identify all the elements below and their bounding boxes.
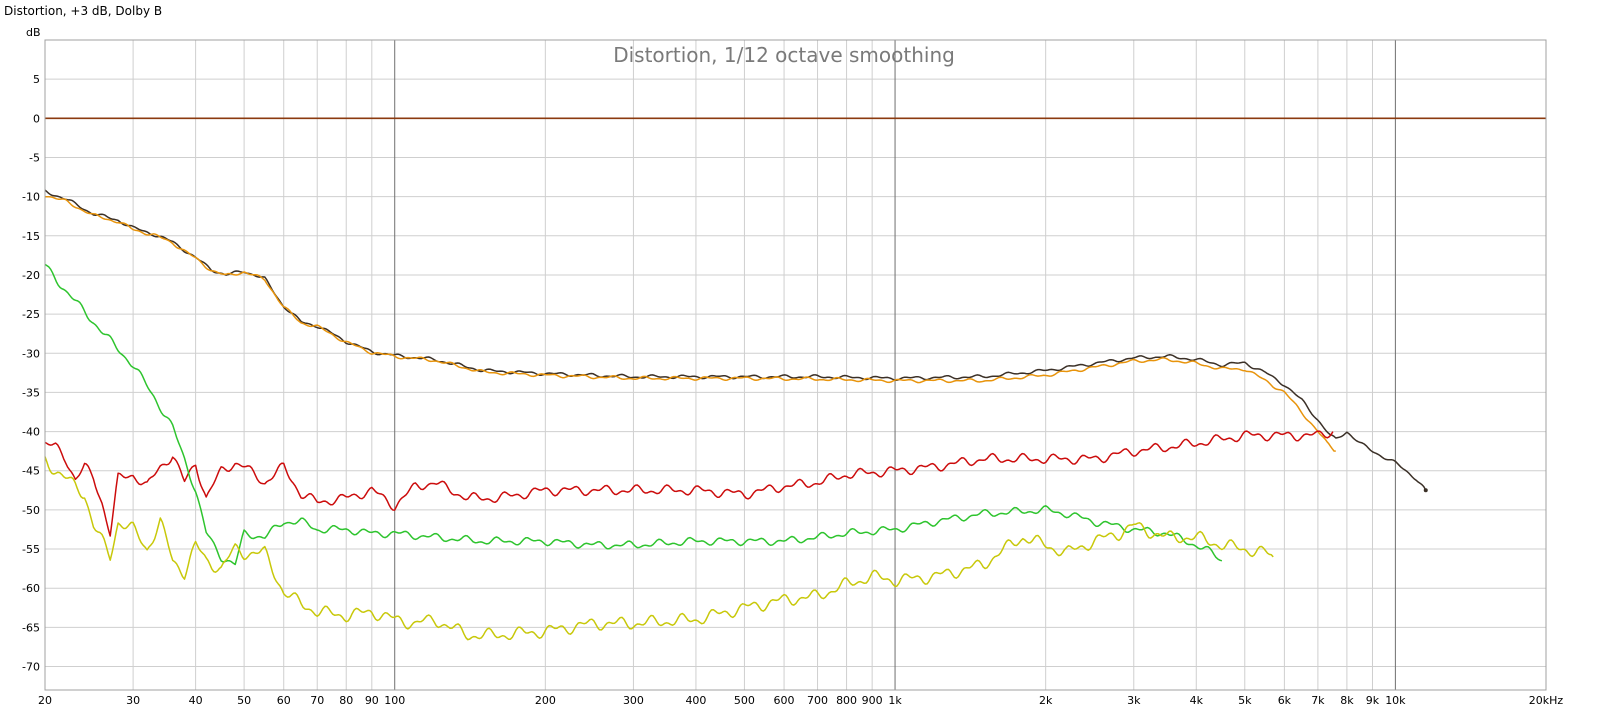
x-tick-label: 90 — [365, 694, 379, 707]
x-tick-label: 1k — [888, 694, 902, 707]
plot-frame — [44, 39, 1547, 691]
x-tick-label: 70 — [310, 694, 324, 707]
window-title: Distortion, +3 dB, Dolby B — [4, 4, 163, 18]
chart-title: Distortion, 1/12 octave smoothing — [613, 43, 955, 67]
series-line-4 — [44, 263, 1223, 566]
x-tick-label: 900 — [862, 694, 883, 707]
series-line-2 — [44, 195, 1336, 452]
x-tick-label: 3k — [1127, 694, 1141, 707]
y-tick-label: -50 — [22, 504, 40, 517]
x-tick-label: 600 — [774, 694, 795, 707]
x-tick-label: 4k — [1190, 694, 1204, 707]
y-tick-label: 5 — [33, 73, 40, 86]
y-tick-label: -35 — [22, 386, 40, 399]
y-axis: 5 0 -5 -10 -15 -20 -25 -30 -35 -40 -45 -50 -55 -60 -65… — [22, 73, 40, 673]
y-tick-label: -30 — [22, 347, 40, 360]
y-tick-label: -45 — [22, 465, 40, 478]
y-tick-label: 0 — [33, 112, 40, 125]
x-tick-label: 50 — [237, 694, 251, 707]
x-tick-label: 300 — [623, 694, 644, 707]
x-tick-label: 500 — [734, 694, 755, 707]
x-tick-label: 30 — [126, 694, 140, 707]
x-tick-label: 400 — [685, 694, 706, 707]
y-tick-label: -65 — [22, 621, 40, 634]
x-tick-label: 800 — [836, 694, 857, 707]
series-layer — [44, 117, 1546, 641]
x-tick-label: 60 — [277, 694, 291, 707]
plot-background — [45, 40, 1546, 690]
y-tick-label: -60 — [22, 582, 40, 595]
x-tick-label: 200 — [535, 694, 556, 707]
y-tick-label: -10 — [22, 191, 40, 204]
x-tick-label: 80 — [339, 694, 353, 707]
y-tick-label: -40 — [22, 426, 40, 439]
y-tick-label: -55 — [22, 543, 40, 556]
x-tick-label: 100 — [384, 694, 405, 707]
x-tick-label: 9k — [1366, 694, 1380, 707]
x-tick-label: 20 — [38, 694, 52, 707]
y-axis-label: dB — [26, 26, 41, 39]
x-tick-label: 5k — [1238, 694, 1252, 707]
x-tick-label: 700 — [807, 694, 828, 707]
y-tick-label: -15 — [22, 230, 40, 243]
y-tick-label: -70 — [22, 661, 40, 674]
series-end-marker — [1423, 488, 1428, 493]
x-tick-label: 10k — [1385, 694, 1406, 707]
x-tick-label: 8k — [1340, 694, 1354, 707]
x-tick-label: 40 — [189, 694, 203, 707]
series-line-3 — [44, 430, 1334, 537]
x-axis: 20 30 40 50 60 70 80 90 100 200 300 400 500 600 700 800… — [38, 694, 1563, 707]
x-tick-label: 7k — [1311, 694, 1325, 707]
x-tick-label: 6k — [1278, 694, 1292, 707]
major-gridlines — [394, 40, 1396, 690]
x-tick-label: 20kHz — [1529, 694, 1564, 707]
y-tick-label: -5 — [29, 151, 40, 164]
y-tick-label: -20 — [22, 269, 40, 282]
x-tick-label: 2k — [1039, 694, 1053, 707]
y-tick-label: -25 — [22, 308, 40, 321]
series-line-5 — [44, 456, 1274, 641]
minor-gridlines — [45, 40, 1546, 690]
